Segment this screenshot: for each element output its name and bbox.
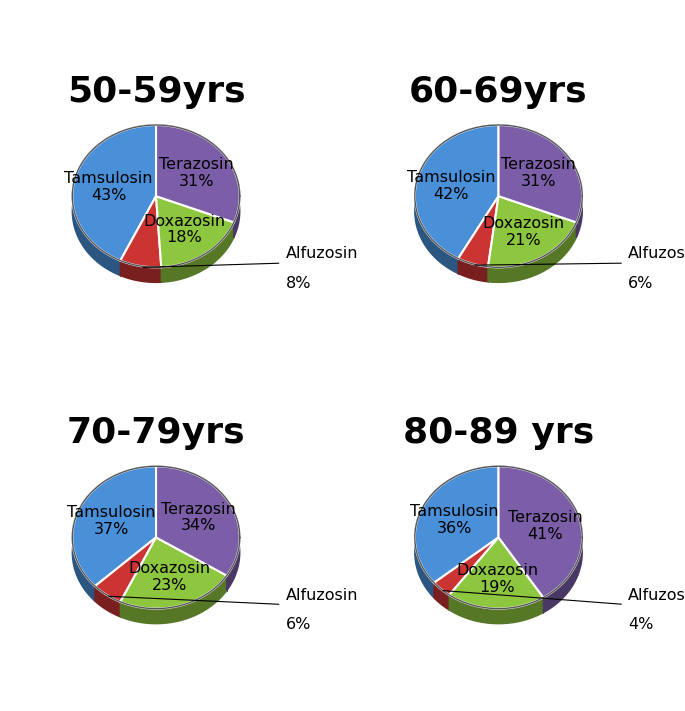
Text: Terazosin: Terazosin — [159, 157, 234, 172]
Polygon shape — [434, 538, 499, 595]
Text: 23%: 23% — [152, 578, 187, 593]
Polygon shape — [488, 196, 576, 267]
Polygon shape — [415, 125, 499, 274]
Text: Terazosin: Terazosin — [508, 510, 582, 525]
Text: 60-69yrs: 60-69yrs — [409, 75, 588, 109]
Text: Tamsulosin: Tamsulosin — [410, 504, 499, 519]
Text: Alfuzosin: Alfuzosin — [628, 588, 685, 603]
Ellipse shape — [415, 140, 582, 282]
Text: 36%: 36% — [437, 520, 472, 535]
Text: 18%: 18% — [166, 230, 203, 245]
Text: 50-59yrs: 50-59yrs — [66, 75, 245, 109]
Text: 43%: 43% — [91, 188, 126, 203]
Polygon shape — [156, 466, 240, 591]
Text: Alfuzosin: Alfuzosin — [286, 247, 358, 262]
Polygon shape — [121, 538, 227, 609]
Polygon shape — [121, 196, 161, 267]
Polygon shape — [95, 538, 156, 602]
Polygon shape — [499, 125, 582, 223]
Text: 42%: 42% — [434, 187, 469, 202]
Text: 4%: 4% — [628, 617, 653, 632]
Text: 37%: 37% — [94, 522, 129, 537]
Text: Alfuzosin: Alfuzosin — [628, 247, 685, 262]
Polygon shape — [95, 586, 121, 617]
Polygon shape — [73, 125, 156, 260]
Polygon shape — [434, 583, 449, 610]
Polygon shape — [458, 259, 488, 282]
Polygon shape — [156, 125, 240, 223]
Polygon shape — [73, 125, 156, 276]
Text: Tamsulosin: Tamsulosin — [67, 506, 155, 520]
Text: Doxazosin: Doxazosin — [143, 214, 225, 229]
Polygon shape — [73, 466, 156, 602]
Polygon shape — [415, 125, 499, 259]
Ellipse shape — [73, 140, 240, 282]
Text: 34%: 34% — [181, 518, 216, 533]
Polygon shape — [449, 538, 543, 609]
Polygon shape — [488, 223, 576, 282]
Text: Tamsulosin: Tamsulosin — [408, 170, 496, 185]
Text: 31%: 31% — [521, 173, 556, 189]
Text: Terazosin: Terazosin — [161, 502, 236, 517]
Ellipse shape — [415, 481, 582, 624]
Text: Doxazosin: Doxazosin — [482, 216, 564, 231]
Polygon shape — [499, 466, 582, 613]
Text: 41%: 41% — [527, 527, 563, 542]
Polygon shape — [499, 466, 582, 597]
Polygon shape — [121, 576, 227, 624]
Text: 21%: 21% — [506, 232, 541, 247]
Text: 19%: 19% — [479, 579, 515, 594]
Polygon shape — [156, 466, 240, 576]
Polygon shape — [458, 196, 499, 267]
Text: 70-79yrs: 70-79yrs — [66, 416, 245, 450]
Text: 31%: 31% — [178, 173, 214, 189]
Polygon shape — [449, 595, 543, 624]
Polygon shape — [156, 196, 234, 267]
Text: Tamsulosin: Tamsulosin — [64, 171, 153, 186]
Text: Terazosin: Terazosin — [501, 157, 576, 172]
Polygon shape — [415, 466, 499, 598]
Polygon shape — [73, 466, 156, 586]
Text: 8%: 8% — [286, 276, 311, 291]
Ellipse shape — [73, 481, 240, 624]
Polygon shape — [499, 125, 582, 237]
Text: Alfuzosin: Alfuzosin — [286, 588, 358, 603]
Polygon shape — [121, 260, 161, 282]
Text: 6%: 6% — [286, 617, 311, 632]
Text: 80-89 yrs: 80-89 yrs — [403, 416, 594, 450]
Polygon shape — [156, 125, 240, 237]
Polygon shape — [415, 466, 499, 583]
Text: Doxazosin: Doxazosin — [129, 561, 211, 576]
Polygon shape — [161, 223, 234, 282]
Text: Doxazosin: Doxazosin — [456, 563, 538, 578]
Text: 6%: 6% — [628, 276, 653, 291]
